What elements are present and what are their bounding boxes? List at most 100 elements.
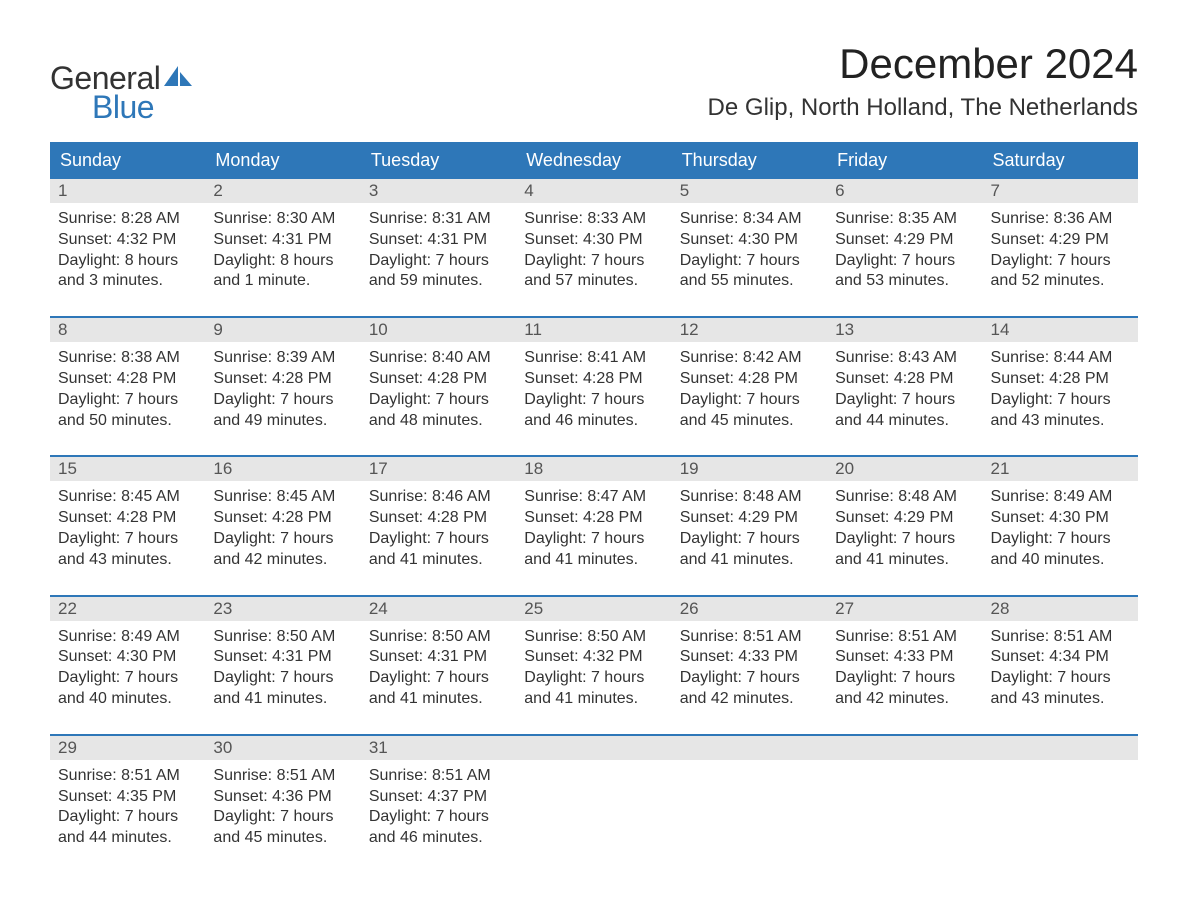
day-d2-line: and 43 minutes.	[58, 550, 197, 571]
day-cell	[827, 736, 982, 859]
day-d1-line: Daylight: 7 hours	[680, 668, 819, 689]
day-content: Sunrise: 8:43 AMSunset: 4:28 PMDaylight:…	[827, 342, 982, 441]
day-d2-line: and 45 minutes.	[680, 411, 819, 432]
day-number: 7	[983, 179, 1138, 203]
day-sunset-line: Sunset: 4:28 PM	[524, 369, 663, 390]
week-row: 8Sunrise: 8:38 AMSunset: 4:28 PMDaylight…	[50, 316, 1138, 441]
day-number: 28	[983, 597, 1138, 621]
day-cell: 30Sunrise: 8:51 AMSunset: 4:36 PMDayligh…	[205, 736, 360, 859]
day-cell: 8Sunrise: 8:38 AMSunset: 4:28 PMDaylight…	[50, 318, 205, 441]
day-header-cell: Wednesday	[516, 142, 671, 179]
day-cell: 3Sunrise: 8:31 AMSunset: 4:31 PMDaylight…	[361, 179, 516, 302]
day-d1-line: Daylight: 7 hours	[369, 807, 508, 828]
day-number: 27	[827, 597, 982, 621]
day-sunrise-line: Sunrise: 8:45 AM	[213, 487, 352, 508]
calendar: SundayMondayTuesdayWednesdayThursdayFrid…	[50, 142, 1138, 859]
day-sunset-line: Sunset: 4:32 PM	[58, 230, 197, 251]
week-row: 15Sunrise: 8:45 AMSunset: 4:28 PMDayligh…	[50, 455, 1138, 580]
day-sunset-line: Sunset: 4:30 PM	[58, 647, 197, 668]
day-content: Sunrise: 8:49 AMSunset: 4:30 PMDaylight:…	[983, 481, 1138, 580]
day-d1-line: Daylight: 8 hours	[213, 251, 352, 272]
day-sunrise-line: Sunrise: 8:51 AM	[58, 766, 197, 787]
day-sunrise-line: Sunrise: 8:28 AM	[58, 209, 197, 230]
day-number: 5	[672, 179, 827, 203]
day-d2-line: and 57 minutes.	[524, 271, 663, 292]
day-d1-line: Daylight: 7 hours	[213, 390, 352, 411]
day-number: 15	[50, 457, 205, 481]
day-d1-line: Daylight: 7 hours	[524, 668, 663, 689]
day-number: 3	[361, 179, 516, 203]
day-number: 14	[983, 318, 1138, 342]
day-sunset-line: Sunset: 4:31 PM	[369, 647, 508, 668]
day-header-row: SundayMondayTuesdayWednesdayThursdayFrid…	[50, 142, 1138, 179]
day-sunrise-line: Sunrise: 8:50 AM	[524, 627, 663, 648]
day-sunrise-line: Sunrise: 8:51 AM	[835, 627, 974, 648]
day-d2-line: and 44 minutes.	[58, 828, 197, 849]
day-number: 4	[516, 179, 671, 203]
day-number: 13	[827, 318, 982, 342]
day-cell: 24Sunrise: 8:50 AMSunset: 4:31 PMDayligh…	[361, 597, 516, 720]
month-title: December 2024	[708, 40, 1138, 88]
day-sunset-line: Sunset: 4:33 PM	[835, 647, 974, 668]
day-content: Sunrise: 8:48 AMSunset: 4:29 PMDaylight:…	[672, 481, 827, 580]
day-content: Sunrise: 8:41 AMSunset: 4:28 PMDaylight:…	[516, 342, 671, 441]
day-content: Sunrise: 8:51 AMSunset: 4:34 PMDaylight:…	[983, 621, 1138, 720]
day-d2-line: and 45 minutes.	[213, 828, 352, 849]
day-cell: 11Sunrise: 8:41 AMSunset: 4:28 PMDayligh…	[516, 318, 671, 441]
day-cell: 6Sunrise: 8:35 AMSunset: 4:29 PMDaylight…	[827, 179, 982, 302]
day-content: Sunrise: 8:45 AMSunset: 4:28 PMDaylight:…	[50, 481, 205, 580]
day-number: 18	[516, 457, 671, 481]
day-number: 23	[205, 597, 360, 621]
day-d1-line: Daylight: 7 hours	[991, 390, 1130, 411]
day-cell: 15Sunrise: 8:45 AMSunset: 4:28 PMDayligh…	[50, 457, 205, 580]
day-sunrise-line: Sunrise: 8:36 AM	[991, 209, 1130, 230]
week-row: 22Sunrise: 8:49 AMSunset: 4:30 PMDayligh…	[50, 595, 1138, 720]
day-number: 31	[361, 736, 516, 760]
day-number: 17	[361, 457, 516, 481]
day-sunset-line: Sunset: 4:29 PM	[835, 230, 974, 251]
day-sunset-line: Sunset: 4:29 PM	[991, 230, 1130, 251]
logo-text-blue: Blue	[92, 89, 154, 126]
day-sunset-line: Sunset: 4:28 PM	[213, 369, 352, 390]
document-header: General Blue December 2024 De Glip, Nort…	[50, 40, 1138, 126]
day-number: 26	[672, 597, 827, 621]
day-content: Sunrise: 8:45 AMSunset: 4:28 PMDaylight:…	[205, 481, 360, 580]
day-d2-line: and 49 minutes.	[213, 411, 352, 432]
day-sunrise-line: Sunrise: 8:40 AM	[369, 348, 508, 369]
day-cell: 19Sunrise: 8:48 AMSunset: 4:29 PMDayligh…	[672, 457, 827, 580]
day-number	[516, 736, 671, 760]
day-number: 6	[827, 179, 982, 203]
day-number	[827, 736, 982, 760]
sail-icon	[164, 64, 194, 93]
day-cell: 16Sunrise: 8:45 AMSunset: 4:28 PMDayligh…	[205, 457, 360, 580]
day-sunrise-line: Sunrise: 8:51 AM	[213, 766, 352, 787]
day-number: 24	[361, 597, 516, 621]
day-content: Sunrise: 8:40 AMSunset: 4:28 PMDaylight:…	[361, 342, 516, 441]
day-sunrise-line: Sunrise: 8:46 AM	[369, 487, 508, 508]
day-number: 2	[205, 179, 360, 203]
day-content: Sunrise: 8:46 AMSunset: 4:28 PMDaylight:…	[361, 481, 516, 580]
day-sunrise-line: Sunrise: 8:50 AM	[213, 627, 352, 648]
day-cell: 29Sunrise: 8:51 AMSunset: 4:35 PMDayligh…	[50, 736, 205, 859]
day-d2-line: and 40 minutes.	[58, 689, 197, 710]
day-number: 11	[516, 318, 671, 342]
day-d2-line: and 42 minutes.	[680, 689, 819, 710]
day-sunrise-line: Sunrise: 8:34 AM	[680, 209, 819, 230]
day-cell: 21Sunrise: 8:49 AMSunset: 4:30 PMDayligh…	[983, 457, 1138, 580]
day-cell: 12Sunrise: 8:42 AMSunset: 4:28 PMDayligh…	[672, 318, 827, 441]
day-d2-line: and 46 minutes.	[369, 828, 508, 849]
day-sunrise-line: Sunrise: 8:39 AM	[213, 348, 352, 369]
day-content: Sunrise: 8:44 AMSunset: 4:28 PMDaylight:…	[983, 342, 1138, 441]
day-cell: 27Sunrise: 8:51 AMSunset: 4:33 PMDayligh…	[827, 597, 982, 720]
day-d1-line: Daylight: 7 hours	[680, 529, 819, 550]
day-d1-line: Daylight: 7 hours	[58, 807, 197, 828]
day-cell: 17Sunrise: 8:46 AMSunset: 4:28 PMDayligh…	[361, 457, 516, 580]
day-number: 22	[50, 597, 205, 621]
day-d1-line: Daylight: 7 hours	[213, 807, 352, 828]
day-content: Sunrise: 8:30 AMSunset: 4:31 PMDaylight:…	[205, 203, 360, 302]
day-content: Sunrise: 8:38 AMSunset: 4:28 PMDaylight:…	[50, 342, 205, 441]
day-sunrise-line: Sunrise: 8:38 AM	[58, 348, 197, 369]
day-d1-line: Daylight: 7 hours	[58, 668, 197, 689]
day-content: Sunrise: 8:33 AMSunset: 4:30 PMDaylight:…	[516, 203, 671, 302]
day-d1-line: Daylight: 7 hours	[991, 251, 1130, 272]
